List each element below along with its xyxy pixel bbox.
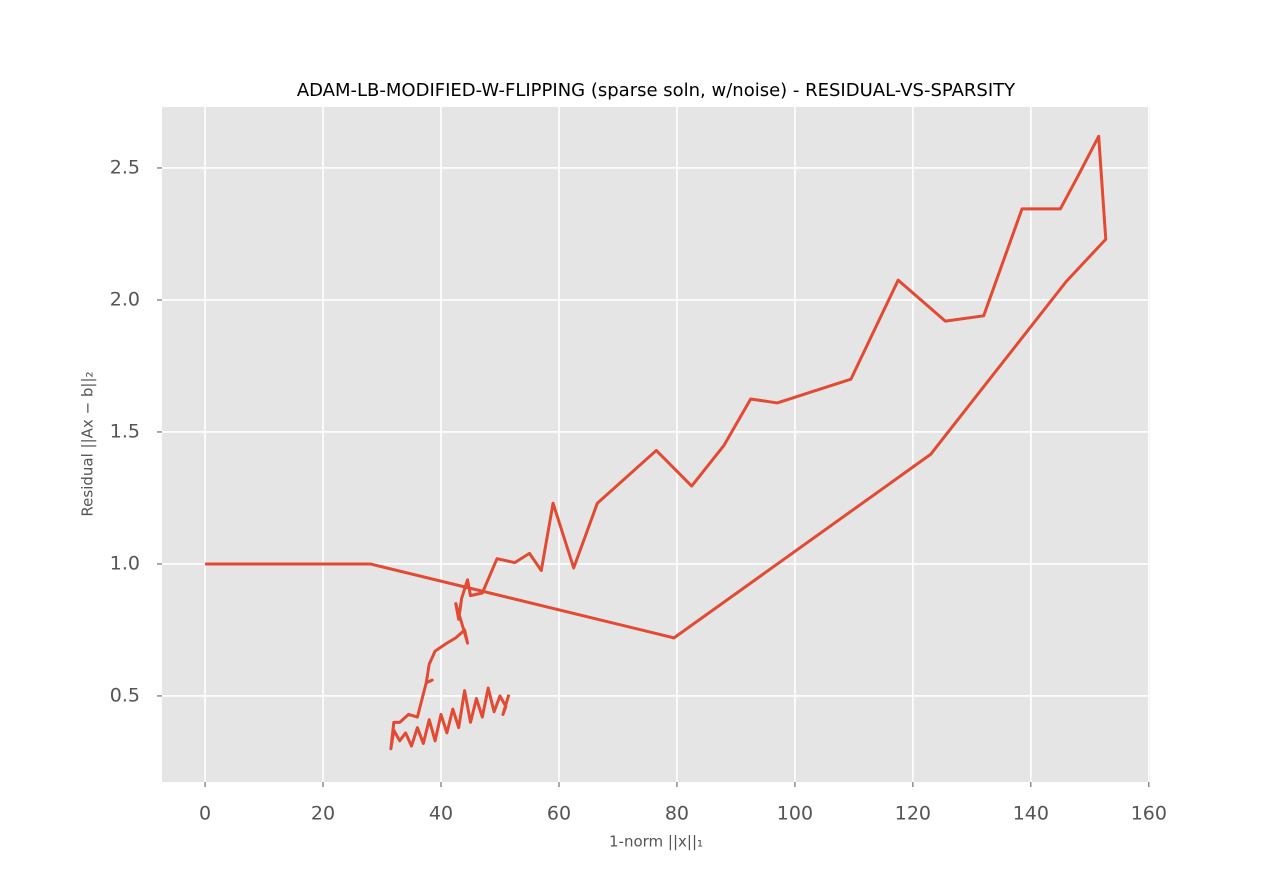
x-tick-label: 100 bbox=[777, 803, 813, 825]
x-tick-label: 120 bbox=[895, 803, 931, 825]
x-tick-label: 140 bbox=[1013, 803, 1049, 825]
plot-area bbox=[162, 107, 1150, 782]
x-tick-label: 20 bbox=[311, 803, 335, 825]
y-tick-label: 2.0 bbox=[110, 288, 140, 310]
x-tick-label: 80 bbox=[665, 803, 689, 825]
data-line bbox=[205, 134, 1108, 751]
x-axis-label: 1-norm ||x||₁ bbox=[609, 833, 703, 851]
y-tick-label: 0.5 bbox=[110, 684, 140, 706]
y-tick-label: 1.0 bbox=[110, 552, 140, 574]
x-tick-label: 40 bbox=[429, 803, 453, 825]
x-tick-label: 0 bbox=[199, 803, 211, 825]
x-tick-label: 60 bbox=[547, 803, 571, 825]
y-axis-label: Residual ||Ax − b||₂ bbox=[79, 371, 97, 516]
chart-title: ADAM-LB-MODIFIED-W-FLIPPING (sparse soln… bbox=[297, 80, 1016, 101]
y-tick-label: 2.5 bbox=[110, 156, 140, 178]
y-tick-label: 1.5 bbox=[110, 420, 140, 442]
x-tick-label: 160 bbox=[1131, 803, 1167, 825]
